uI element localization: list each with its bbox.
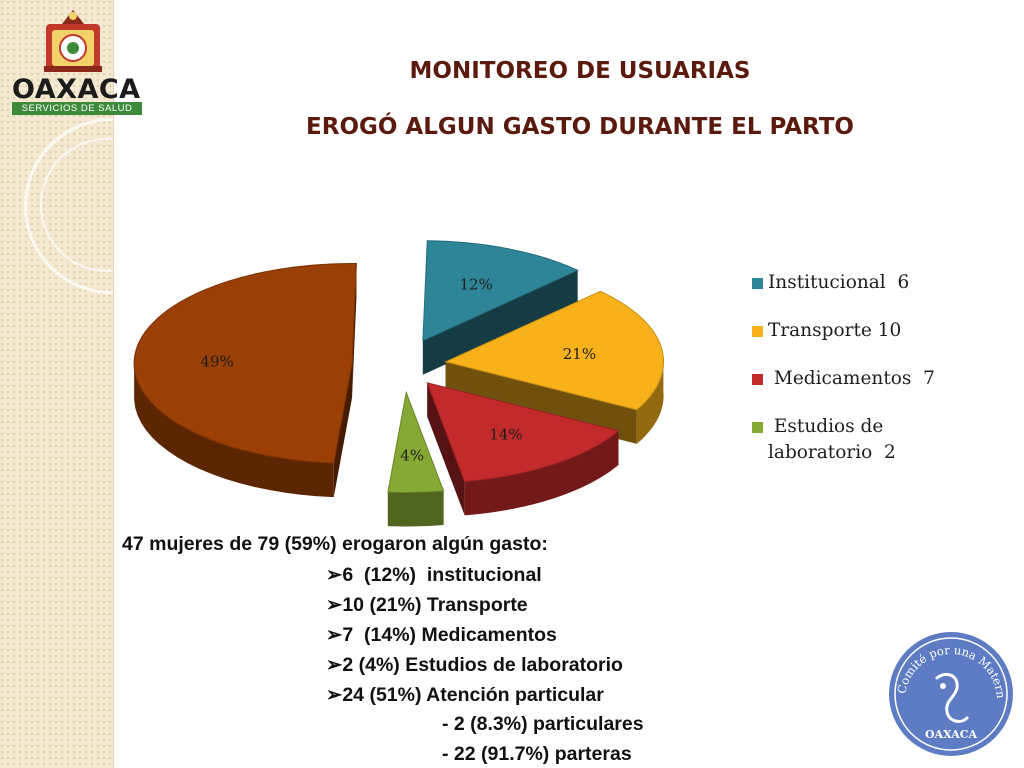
- summary-subitem: - 22 (91.7%) parteras: [442, 743, 632, 765]
- pie-slice: [426, 382, 620, 516]
- pie-data-label: 4%: [400, 446, 424, 464]
- coat-of-arms-icon: [44, 10, 102, 72]
- summary-item: ➢6 (12%) institucional: [326, 564, 542, 586]
- legend-label: Transporte 10: [768, 320, 902, 341]
- summary-item: ➢2 (4%) Estudios de laboratorio: [326, 654, 623, 676]
- brand-name: OAXACA: [12, 74, 141, 105]
- page-subtitle: EROGÓ ALGUN GASTO DURANTE EL PARTO: [306, 114, 854, 140]
- legend-label: Medicamentos 7: [768, 368, 935, 389]
- pie-data-label: 14%: [489, 425, 522, 443]
- summary-subitem: - 2 (8.3%) particulares: [442, 713, 644, 735]
- legend-swatch: [752, 374, 763, 385]
- legend-label: Estudios de laboratorio 2: [768, 416, 896, 463]
- summary-headline: 47 mujeres de 79 (59%) erogaron algún ga…: [122, 533, 548, 555]
- sidebar-decoration: [0, 0, 114, 768]
- oaxaca-logo: OAXACA SERVICIOS DE SALUD: [8, 6, 142, 115]
- pie-data-label: 49%: [200, 352, 233, 370]
- pie-data-label: 12%: [459, 276, 492, 294]
- pie-slice: [387, 390, 445, 527]
- legend-swatch: [752, 326, 763, 337]
- summary-item: ➢7 (14%) Medicamentos: [326, 624, 557, 646]
- maternidad-seal-icon: Comité por una Maternidad sin riesgos OA…: [887, 630, 1013, 756]
- summary-item: ➢24 (51%) Atención particular: [326, 684, 604, 706]
- pie-slice: [133, 263, 357, 498]
- legend-label: Institucional 6: [768, 272, 910, 293]
- seal-bottom-text: OAXACA: [925, 728, 978, 741]
- brand-subtitle: SERVICIOS DE SALUD: [12, 102, 142, 115]
- pie-data-label: 21%: [563, 345, 596, 363]
- page-title: MONITOREO DE USUARIAS: [409, 58, 751, 84]
- legend-swatch: [752, 278, 763, 289]
- legend-swatch: [752, 422, 763, 433]
- pie-slice: [422, 240, 579, 375]
- summary-item: ➢10 (21%) Transporte: [326, 594, 528, 616]
